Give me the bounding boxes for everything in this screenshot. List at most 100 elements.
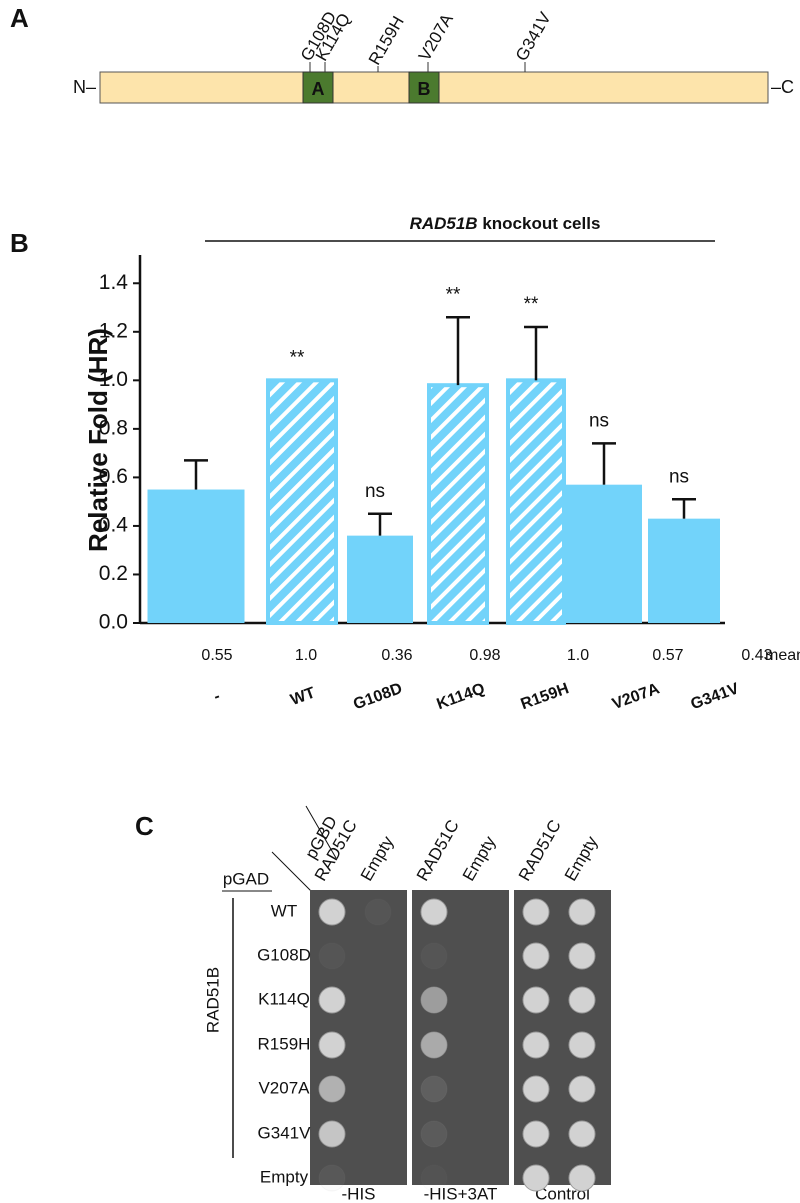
colony bbox=[318, 942, 346, 970]
colony bbox=[318, 1075, 346, 1103]
bar bbox=[648, 518, 720, 623]
column-label: RAD51C bbox=[413, 817, 463, 885]
bar bbox=[347, 535, 413, 623]
row-label: K114Q bbox=[258, 989, 310, 1008]
colony bbox=[522, 986, 550, 1014]
colony bbox=[318, 986, 346, 1014]
significance-label: ** bbox=[446, 284, 461, 305]
row-label: G108D bbox=[257, 945, 311, 964]
mean-title: mean bbox=[765, 647, 800, 664]
mean-label: 1.0 bbox=[295, 647, 317, 664]
chart-header: RAD51B knockout cells bbox=[410, 214, 601, 233]
header-gene: RAD51B bbox=[410, 214, 478, 233]
x-tick-label: WT bbox=[288, 684, 317, 709]
colony bbox=[522, 1120, 550, 1148]
x-tick-label: K114Q bbox=[435, 680, 488, 713]
x-tick-label: V207A bbox=[610, 680, 662, 713]
y-tick-label: 0.6 bbox=[99, 465, 128, 488]
x-tick-label: R159H bbox=[519, 680, 572, 713]
significance-label: ns bbox=[365, 481, 385, 502]
y-tick-label: 1.4 bbox=[99, 271, 129, 294]
row-label: G341V bbox=[258, 1123, 312, 1142]
x-tick-label: G108D bbox=[351, 680, 404, 713]
colony bbox=[568, 1075, 596, 1103]
row-label: R159H bbox=[258, 1034, 311, 1053]
bar bbox=[566, 484, 642, 623]
colony bbox=[318, 1120, 346, 1148]
x-tick-label: - bbox=[211, 688, 222, 706]
bar bbox=[506, 378, 566, 626]
mean-label: 0.43 bbox=[741, 647, 772, 664]
colony bbox=[420, 942, 448, 970]
n-terminus: N– bbox=[73, 77, 96, 97]
colony bbox=[568, 986, 596, 1014]
chart: 0.0 0.2 0.4 0.6 0.8 1.0 1.2 1.4 0.55 - ** 1.0 WT ns 0.… bbox=[99, 255, 773, 713]
colony bbox=[568, 1164, 596, 1192]
column-label: Empty bbox=[357, 833, 398, 885]
header-underline bbox=[305, 805, 337, 859]
y-tick-label: 1.0 bbox=[99, 368, 128, 391]
colony bbox=[522, 1031, 550, 1059]
bar bbox=[427, 383, 489, 626]
y-tick-label: 0.0 bbox=[99, 611, 128, 634]
y-tick-label: 0.2 bbox=[99, 562, 128, 585]
colony bbox=[364, 898, 392, 926]
colony bbox=[318, 1031, 346, 1059]
row-label: V207A bbox=[258, 1078, 310, 1097]
mean-label: 1.0 bbox=[567, 647, 589, 664]
colony bbox=[568, 942, 596, 970]
c-terminus: –C bbox=[771, 77, 794, 97]
colony bbox=[420, 1164, 448, 1192]
colony bbox=[568, 1120, 596, 1148]
colony bbox=[568, 898, 596, 926]
domain-box bbox=[408, 71, 440, 104]
significance-label: ** bbox=[290, 347, 305, 368]
mean-label: 0.98 bbox=[469, 647, 500, 664]
colony bbox=[522, 942, 550, 970]
panel-label: B bbox=[10, 228, 29, 258]
panel-label: A bbox=[10, 3, 29, 33]
x-tick-label: G341V bbox=[689, 680, 742, 713]
y-tick-label: 0.8 bbox=[99, 416, 128, 439]
colony bbox=[318, 1164, 346, 1192]
plate-label: -HIS+3AT bbox=[424, 1184, 498, 1203]
colony bbox=[522, 1164, 550, 1192]
row-label: Empty bbox=[260, 1167, 309, 1186]
mean-label: 0.36 bbox=[381, 647, 412, 664]
colony bbox=[420, 898, 448, 926]
colony bbox=[420, 1031, 448, 1059]
y-tick-label: 1.2 bbox=[99, 319, 128, 342]
colony bbox=[568, 1031, 596, 1059]
mean-label: 0.55 bbox=[201, 647, 232, 664]
plate-label: -HIS bbox=[342, 1184, 376, 1203]
column-label: Empty bbox=[459, 833, 500, 885]
group-label: RAD51B bbox=[203, 967, 222, 1033]
significance-label: ns bbox=[589, 410, 609, 431]
colony bbox=[522, 1075, 550, 1103]
mutation-label: R159H bbox=[365, 13, 408, 68]
header-text: knockout cells bbox=[478, 214, 601, 233]
significance-label: ns bbox=[669, 466, 689, 487]
panel-label: C bbox=[135, 811, 154, 841]
divider bbox=[271, 851, 313, 893]
column-label: RAD51C bbox=[515, 817, 565, 885]
domain-label: B bbox=[418, 79, 431, 99]
domain-label: A bbox=[312, 79, 325, 99]
bar bbox=[147, 489, 245, 623]
row-label: WT bbox=[271, 901, 297, 920]
y-axis-title: Relative Fold (HR) bbox=[83, 328, 113, 552]
plates: -HISRAD51CEmpty-HIS+3ATRAD51CEmptyContro… bbox=[257, 817, 611, 1203]
bar bbox=[266, 378, 338, 626]
mutation-label: G341V bbox=[512, 8, 555, 64]
mutation-label: V207A bbox=[415, 10, 457, 64]
column-label: Empty bbox=[561, 833, 602, 885]
mean-label: 0.57 bbox=[652, 647, 683, 664]
colony bbox=[522, 898, 550, 926]
domain-box bbox=[302, 71, 334, 104]
colony bbox=[420, 1075, 448, 1103]
colony bbox=[420, 1120, 448, 1148]
colony bbox=[420, 986, 448, 1014]
significance-label: ** bbox=[524, 294, 539, 315]
